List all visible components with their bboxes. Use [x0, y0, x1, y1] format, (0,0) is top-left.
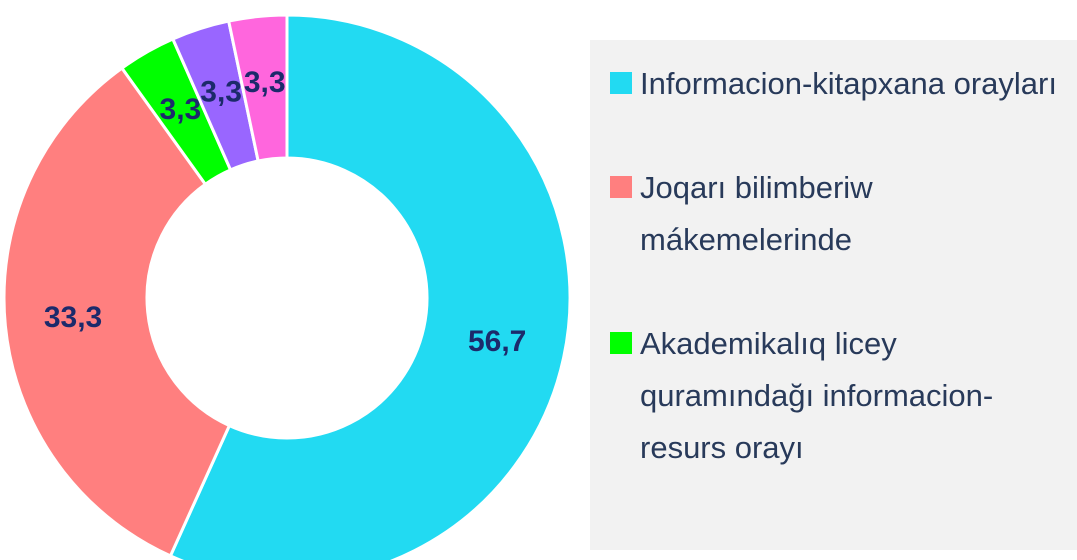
legend-swatch — [610, 72, 632, 94]
legend-label: Joqarı bilimberiw mákemelerinde — [640, 170, 873, 257]
donut-slice — [2, 66, 232, 558]
data-label: 3,3 — [160, 93, 202, 126]
chart: 56,733,33,33,3 3,3 — [2, 13, 572, 560]
legend-label: Akademikalıq licey quramındağı informaci… — [640, 326, 994, 465]
legend-item: Akademikalıq licey quramındağı informaci… — [610, 318, 1060, 474]
data-label: 3,3 — [200, 75, 242, 108]
donut-slice — [226, 13, 289, 163]
legend-item: Informacion-kitapxana orayları — [610, 58, 1060, 110]
data-label: 56,7 — [468, 325, 526, 358]
data-label: 33,3 — [44, 301, 102, 334]
legend-label: Informacion-kitapxana orayları — [640, 66, 1057, 101]
legend: Informacion-kitapxana orayları Joqarı bil… — [590, 40, 1077, 550]
donut-slice — [168, 13, 572, 560]
legend-swatch — [610, 332, 632, 354]
data-label: 3,3 — [244, 66, 286, 99]
legend-swatch — [610, 176, 632, 198]
legend-item: Joqarı bilimberiw mákemelerinde — [610, 162, 1060, 266]
